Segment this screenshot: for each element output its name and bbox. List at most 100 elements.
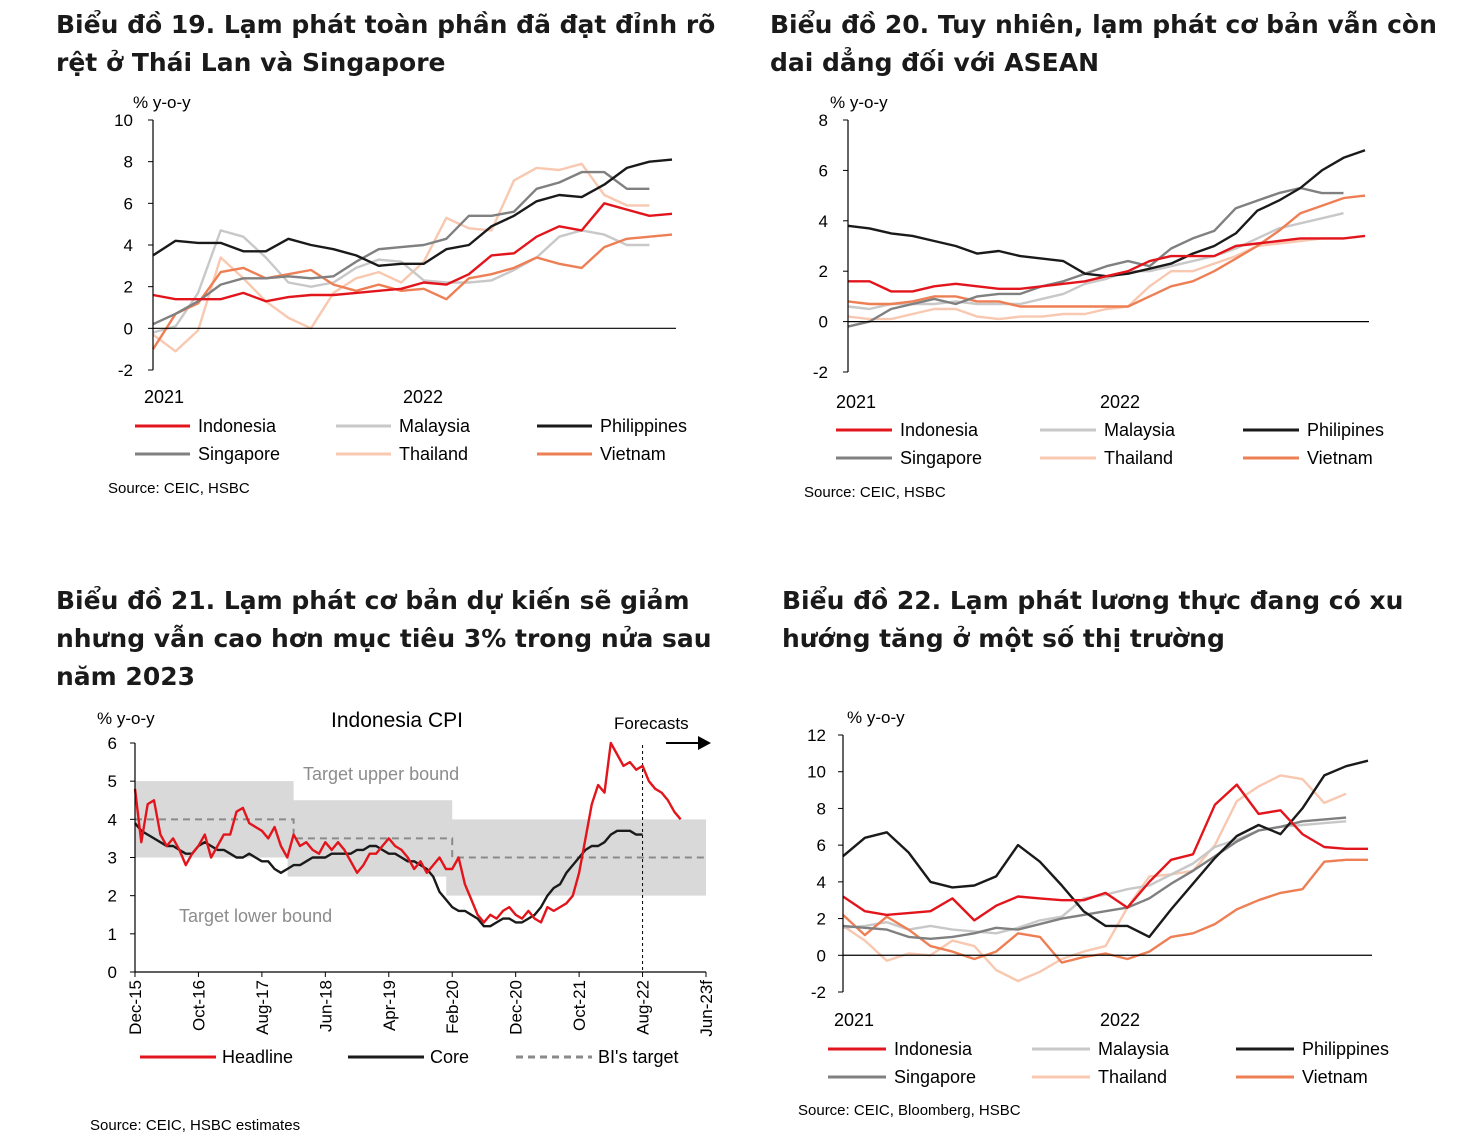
forecast-arrow-icon bbox=[666, 736, 711, 750]
y-tick-label: 12 bbox=[807, 726, 826, 745]
series-line-indonesia bbox=[848, 234, 1366, 293]
y-tick-label: 6 bbox=[817, 836, 826, 855]
y-tick-label: 4 bbox=[817, 873, 826, 892]
x-label-2022: 2022 bbox=[1100, 392, 1140, 412]
x-label-2022: 2022 bbox=[403, 387, 443, 407]
series-line-bis-target bbox=[135, 818, 706, 859]
legend-label-singapore: Singapore bbox=[198, 444, 280, 464]
legend-label-philippines: Philippines bbox=[1302, 1039, 1389, 1059]
chart-21: 6 5 4 3 2 1 0 Dec-15 Oct-16 Aug-17 Jun-18 Apr-19 Fe… bbox=[90, 709, 716, 1134]
unit-label: % y-o-y bbox=[830, 93, 888, 112]
legend-label-indonesia: Indonesia bbox=[198, 416, 277, 436]
chart-19-title: Biểu đồ 19. Lạm phát toàn phần đã đạt đỉ… bbox=[56, 10, 716, 77]
series-line-malaysia bbox=[847, 212, 1344, 311]
series-line-singapore bbox=[847, 186, 1344, 328]
legend-label-vietnam: Vietnam bbox=[1307, 448, 1373, 468]
series-line-vietnam bbox=[151, 233, 673, 350]
y-tick-label: 6 bbox=[124, 194, 133, 213]
x-tick-label: Oct-16 bbox=[189, 980, 208, 1031]
series-line-malaysia bbox=[842, 820, 1347, 935]
legend-label-core: Core bbox=[430, 1047, 469, 1067]
y-tick-label: 1 bbox=[108, 925, 117, 944]
source-note: Source: CEIC, HSBC estimates bbox=[90, 1117, 300, 1134]
y-tick-label: 2 bbox=[817, 910, 826, 929]
chart-20-title: Biểu đồ 20. Tuy nhiên, lạm phát cơ bản v… bbox=[770, 10, 1437, 77]
x-tick-label: Dec-15 bbox=[126, 980, 145, 1035]
series-line-core bbox=[134, 822, 643, 928]
y-tick-label: 4 bbox=[819, 212, 828, 231]
y-tick-label: 6 bbox=[108, 734, 117, 753]
y-tick-label: 0 bbox=[817, 946, 826, 965]
y-tick-label: 6 bbox=[819, 161, 828, 180]
legend-label-indonesia: Indonesia bbox=[900, 420, 979, 440]
series-line-headline bbox=[133, 741, 682, 924]
y-tick-label: 2 bbox=[108, 887, 117, 906]
target-band bbox=[135, 781, 294, 858]
legend: Indonesia Malaysia Philipines Singapore Thai… bbox=[836, 420, 1384, 468]
forecast-label: Forecasts bbox=[614, 714, 689, 733]
x-tick-label: Aug-17 bbox=[253, 980, 272, 1035]
x-label-2021: 2021 bbox=[144, 387, 184, 407]
y-tick-label: 10 bbox=[114, 111, 133, 130]
series-line-vietnam bbox=[847, 194, 1366, 308]
legend-label-headline: Headline bbox=[222, 1047, 293, 1067]
y-tick-label: 4 bbox=[124, 236, 133, 255]
legend-label-malaysia: Malaysia bbox=[1104, 420, 1176, 440]
y-tick-label: -2 bbox=[811, 983, 826, 1002]
unit-label: % y-o-y bbox=[133, 93, 191, 112]
source-note: Source: CEIC, Bloomberg, HSBC bbox=[798, 1102, 1021, 1119]
legend-label-philipines: Philipines bbox=[1307, 420, 1384, 440]
source-note: Source: CEIC, HSBC bbox=[804, 484, 946, 501]
source-note: Source: CEIC, HSBC bbox=[108, 480, 250, 497]
y-tick-label: 0 bbox=[124, 319, 133, 338]
series-line-malaysia bbox=[152, 229, 650, 334]
series-line-philippines bbox=[152, 158, 673, 267]
x-label-2021: 2021 bbox=[836, 392, 876, 412]
x-label-2021: 2021 bbox=[834, 1010, 874, 1030]
y-tick-label: 4 bbox=[108, 810, 117, 829]
unit-label: % y-o-y bbox=[97, 709, 155, 728]
y-tick-label: 0 bbox=[108, 963, 117, 982]
chart-19: % y-o-y 10 8 6 4 2 0 -2 2021 2022 Indonesia Mal… bbox=[108, 93, 687, 497]
chart-inner-title: Indonesia CPI bbox=[331, 709, 463, 732]
x-tick-label: Jun-23f bbox=[697, 980, 716, 1037]
x-tick-label: Aug-22 bbox=[634, 980, 653, 1035]
chart-21-title: Biểu đồ 21. Lạm phát cơ bản dự kiến sẽ g… bbox=[56, 586, 712, 691]
target-band bbox=[446, 819, 706, 896]
legend: Indonesia Malaysia Philippines Singapore Tha… bbox=[135, 416, 687, 464]
series-line-singapore bbox=[152, 170, 650, 326]
legend-label-vietnam: Vietnam bbox=[600, 444, 666, 464]
series-line-thailand bbox=[152, 162, 650, 353]
legend-label-malaysia: Malaysia bbox=[1098, 1039, 1170, 1059]
y-tick-label: -2 bbox=[118, 361, 133, 380]
legend-label-singapore: Singapore bbox=[894, 1067, 976, 1087]
series-line-vietnam bbox=[842, 858, 1368, 964]
unit-label: % y-o-y bbox=[847, 708, 905, 727]
legend-label-singapore: Singapore bbox=[900, 448, 982, 468]
x-tick-label: Oct-21 bbox=[570, 980, 589, 1031]
x-tick-label: Feb-20 bbox=[443, 980, 462, 1034]
series-line-thailand bbox=[847, 237, 1344, 321]
legend-label-thailand: Thailand bbox=[399, 444, 468, 464]
y-tick-label: 2 bbox=[819, 262, 828, 281]
legend-label-thailand: Thailand bbox=[1098, 1067, 1167, 1087]
chart-22-title: Biểu đồ 22. Lạm phát lương thực đang có … bbox=[782, 586, 1404, 653]
legend-label-indonesia: Indonesia bbox=[894, 1039, 973, 1059]
legend: Headline Core BI's target bbox=[140, 1047, 678, 1067]
series-line-singapore bbox=[842, 816, 1347, 940]
y-tick-label: 10 bbox=[807, 763, 826, 782]
legend-label-malaysia: Malaysia bbox=[399, 416, 471, 436]
series-line-philippines bbox=[842, 759, 1369, 939]
series-line-indonesia bbox=[842, 783, 1368, 922]
x-tick-label: Apr-19 bbox=[380, 980, 399, 1031]
y-tick-label: 3 bbox=[108, 849, 117, 868]
legend-label-thailand: Thailand bbox=[1104, 448, 1173, 468]
series-line-thailand bbox=[842, 774, 1347, 983]
x-tick-label: Dec-20 bbox=[507, 980, 526, 1035]
y-tick-label: -2 bbox=[813, 363, 828, 382]
x-tick-label: Jun-18 bbox=[316, 980, 335, 1032]
series-line-indonesia bbox=[152, 202, 673, 303]
legend: Indonesia Malaysia Philippines Singapore Tha… bbox=[828, 1039, 1389, 1087]
y-tick-label: 8 bbox=[819, 111, 828, 130]
